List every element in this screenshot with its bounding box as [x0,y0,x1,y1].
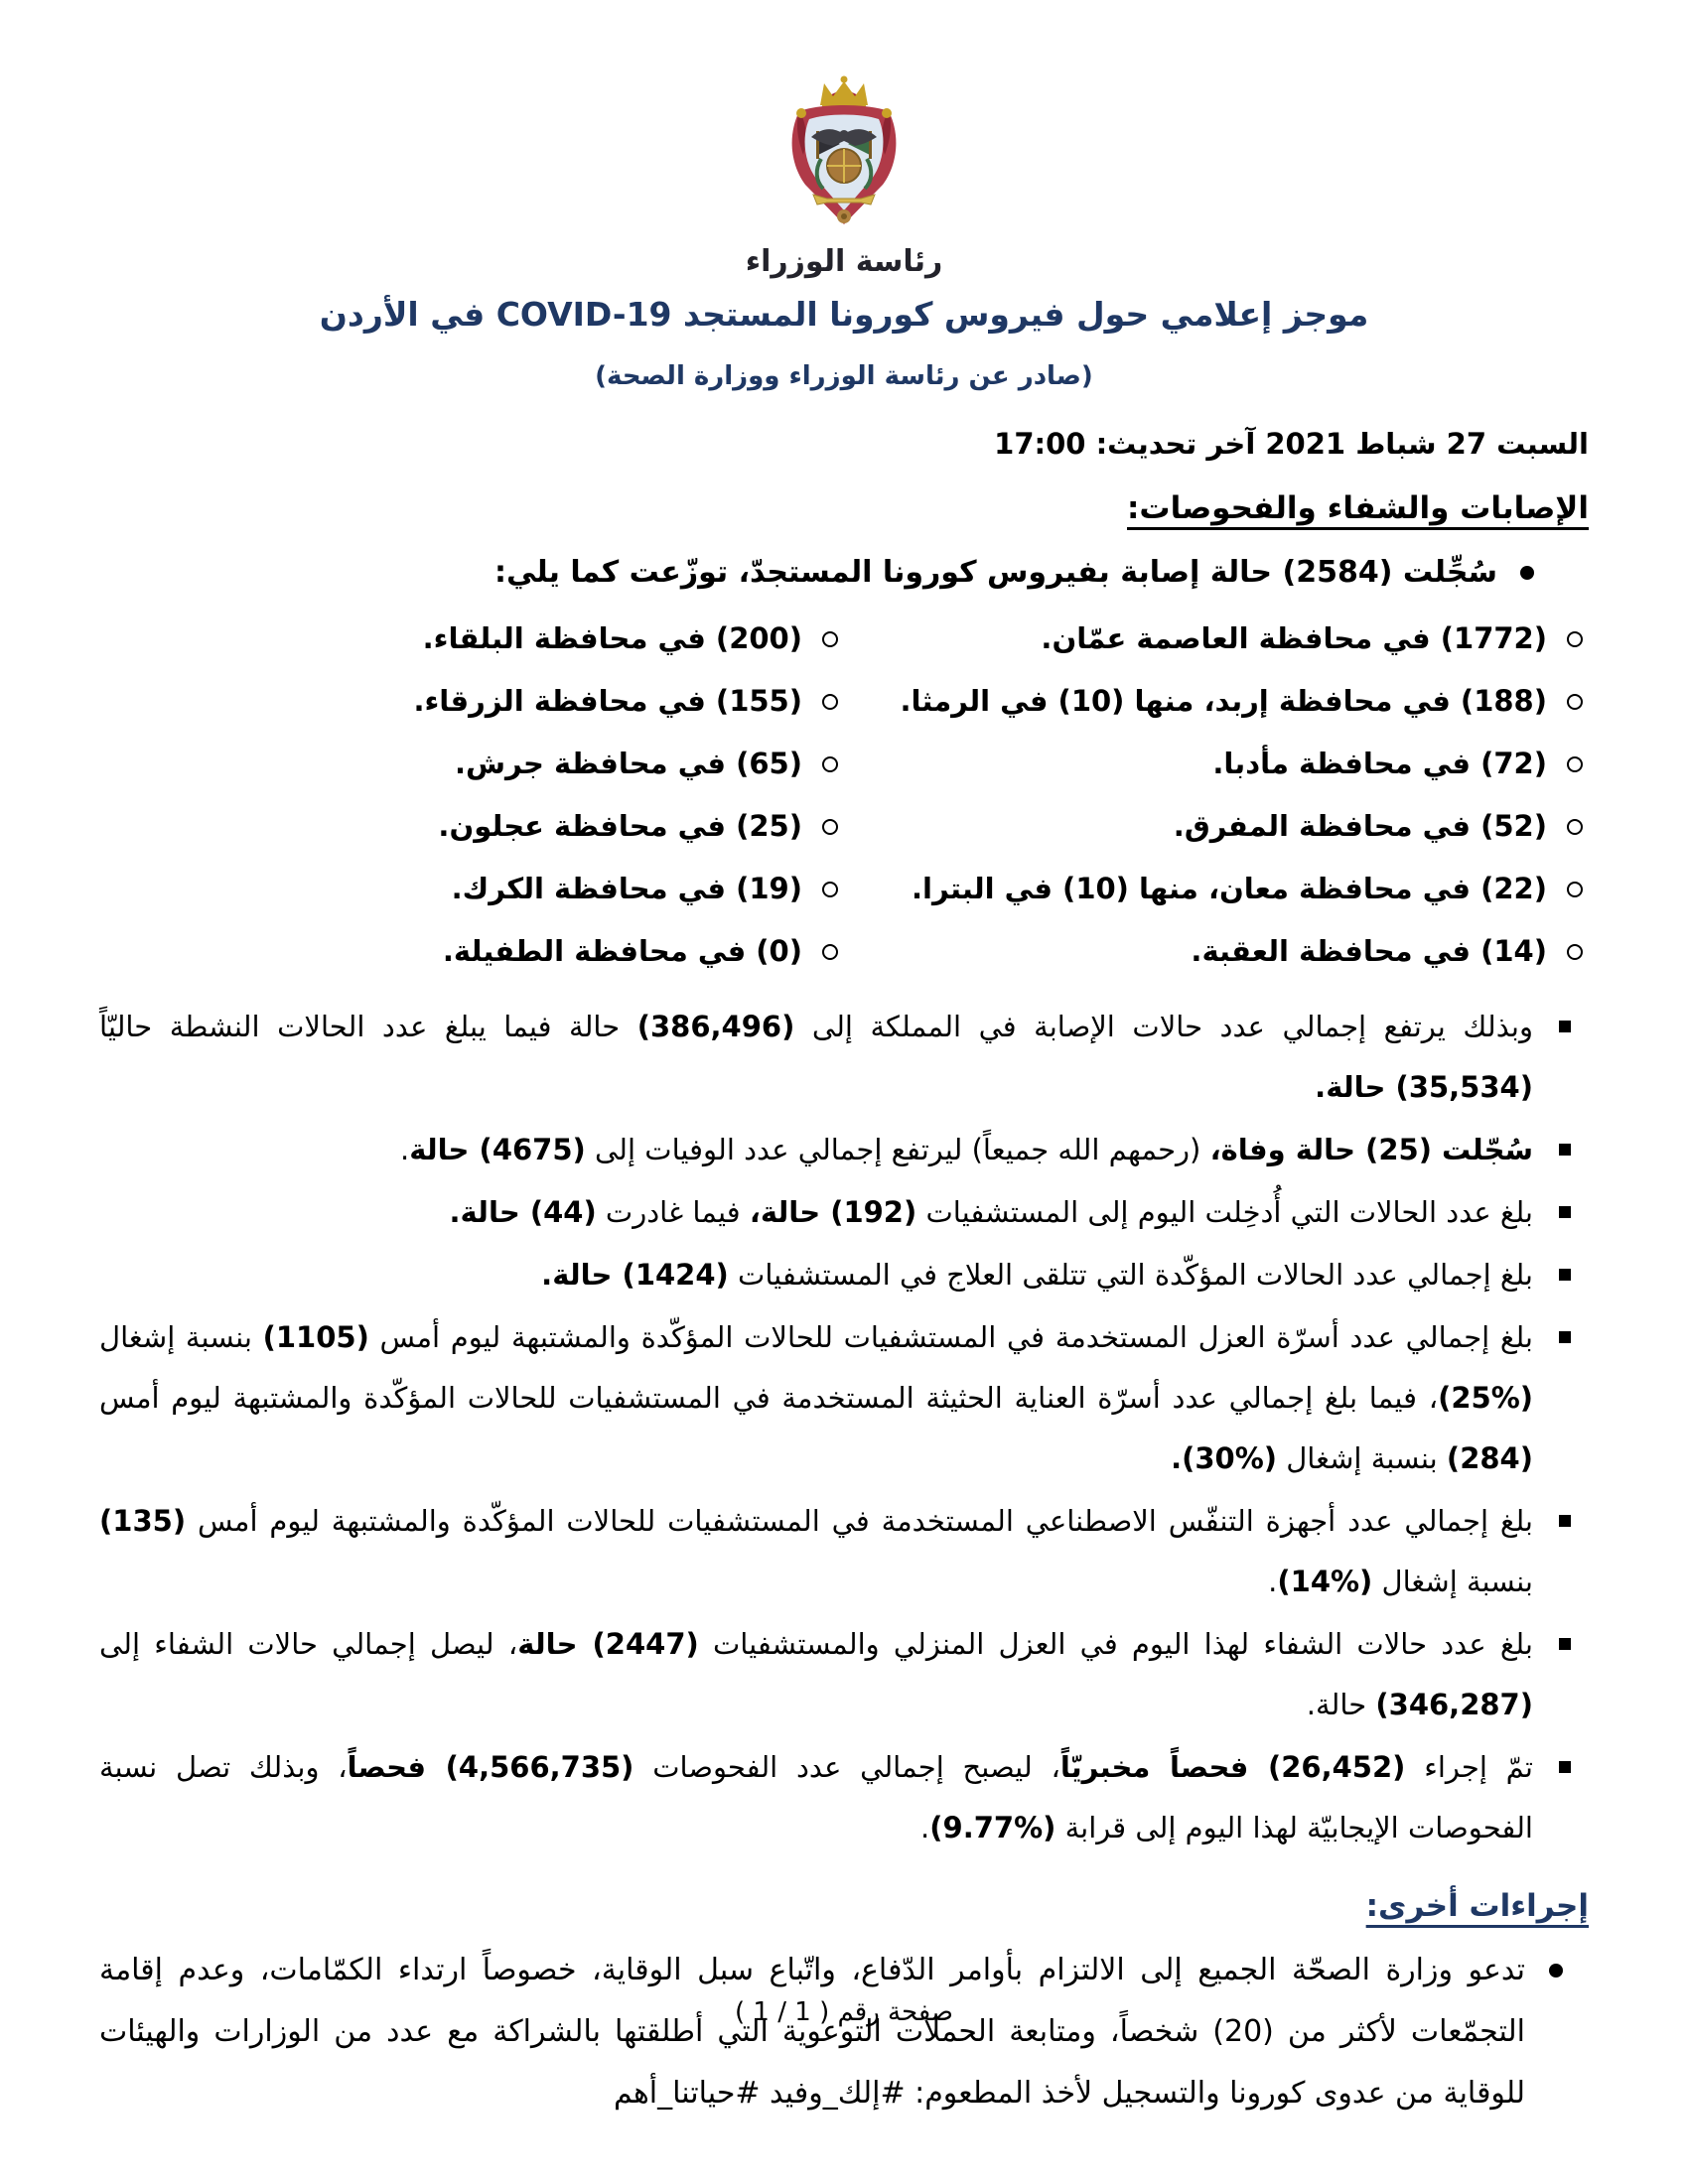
bullet-circle-icon [1567,819,1583,835]
stat-text: بلغ إجمالي عدد الحالات المؤكّدة التي تتل… [541,1258,1533,1292]
gov-item-text: (72) في محافظة مأدبا. [1212,747,1547,780]
bullet-circle-icon [822,694,838,710]
stat-bullet: بلغ إجمالي عدد أسرّة العزل المستخدمة في … [99,1307,1589,1489]
bullet-square-icon [1559,1638,1571,1650]
section-other-measures-heading: إجراءات أخرى: [1365,1888,1589,1924]
section-injuries-heading: الإصابات والشفاء والفحوصات: [1127,490,1589,526]
gov-list-item: (19) في محافظة الكرك. [99,858,844,920]
page-number: صفحة رقم ( 1 / 1 ) [735,1997,953,2027]
gov-list-item: (52) في محافظة المفرق. [844,795,1589,858]
gov-item-text: (19) في محافظة الكرك. [451,872,802,905]
bullet-circle-icon [1567,882,1583,897]
gov-item-text: (65) في محافظة جرش. [454,747,802,780]
governorate-list: (1772) في محافظة العاصمة عمّان. (200) في… [99,608,1589,983]
stat-text: سُجّلت (25) حالة وفاة، (رحمهم الله جميعا… [399,1133,1533,1166]
stat-bullet: بلغ عدد الحالات التي أُدخِلت اليوم إلى ا… [99,1182,1589,1243]
bullet-square-icon [1559,1331,1571,1343]
stat-bullet: سُجّلت (25) حالة وفاة، (رحمهم الله جميعا… [99,1120,1589,1180]
gov-item-text: (188) في محافظة إربد، منها (10) في الرمث… [900,684,1547,718]
stat-text: بلغ إجمالي عدد أسرّة العزل المستخدمة في … [99,1320,1533,1475]
gov-item-text: (22) في محافظة معان، منها (10) في البترا… [912,872,1547,905]
gov-item-text: (200) في محافظة البلقاء. [422,621,802,655]
coat-of-arms-icon [791,75,897,224]
stat-text: بلغ عدد حالات الشفاء لهذا اليوم في العزل… [99,1627,1533,1721]
bullet-square-icon [1559,1761,1571,1773]
bullet-square-icon [1559,1515,1571,1527]
gov-item-text: (1772) في محافظة العاصمة عمّان. [1041,621,1547,655]
gov-list-item: (155) في محافظة الزرقاء. [99,670,844,733]
gov-list-item: (0) في محافظة الطفيلة. [99,920,844,983]
measures-bullet-text: تدعو وزارة الصحّة الجميع إلى الالتزام بأ… [99,1953,1525,2111]
gov-list-item: (22) في محافظة معان، منها (10) في البترا… [844,858,1589,920]
gov-list-item: (188) في محافظة إربد، منها (10) في الرمث… [844,670,1589,733]
crest-caption: رئاسة الوزراء [745,244,943,279]
bullet-square-icon [1559,1206,1571,1218]
gov-list-item: (14) في محافظة العقبة. [844,920,1589,983]
bullet-dot-icon [1520,566,1534,580]
page-title: موجز إعلامي حول فيروس كورونا المستجد COV… [319,295,1369,334]
bullet-square-icon [1559,1021,1571,1032]
gov-item-text: (25) في محافظة عجلون. [438,809,802,843]
jordan-coat-of-arms: رئاسة الوزراء [746,71,942,279]
stat-text: تمّ إجراء (26,452) فحصاً مخبريّاً، ليصبح… [99,1750,1534,1844]
stat-bullet: بلغ إجمالي عدد أجهزة التنفّس الاصطناعي ا… [99,1491,1589,1612]
stat-text: بلغ إجمالي عدد أجهزة التنفّس الاصطناعي ا… [99,1504,1533,1598]
bullet-circle-icon [822,882,838,897]
gov-item-text: (52) في محافظة المفرق. [1173,809,1547,843]
stat-bullet: تمّ إجراء (26,452) فحصاً مخبريّاً، ليصبح… [99,1737,1589,1858]
bullet-circle-icon [822,944,838,960]
bullet-circle-icon [1567,694,1583,710]
bullet-circle-icon [822,819,838,835]
bullet-square-icon [1559,1269,1571,1281]
gov-list-item: (65) في محافظة جرش. [99,733,844,795]
stat-bullet: وبذلك يرتفع إجمالي عدد حالات الإصابة في … [99,997,1589,1118]
date-line: السبت 27 شباط 2021 آخر تحديث: 17:00 [994,427,1589,461]
gov-list-item: (1772) في محافظة العاصمة عمّان. [844,608,1589,670]
stat-text: وبذلك يرتفع إجمالي عدد حالات الإصابة في … [99,1010,1533,1104]
bullet-circle-icon [822,631,838,647]
gov-list-item: (72) في محافظة مأدبا. [844,733,1589,795]
gov-list-item: (200) في محافظة البلقاء. [99,608,844,670]
document-header: رئاسة الوزراء موجز إعلامي حول فيروس كورو… [0,0,1688,391]
gov-item-text: (14) في محافظة العقبة. [1191,934,1547,968]
bullet-dot-icon [1549,1964,1563,1978]
intro-bullet: سُجِّلت (2584) حالة إصابة بفيروس كورونا … [99,542,1589,604]
page-subtitle: (صادر عن رئاسة الوزراء ووزارة الصحة) [595,361,1093,391]
intro-bullet-text: سُجِّلت (2584) حالة إصابة بفيروس كورونا … [494,555,1497,590]
bullet-circle-icon [1567,631,1583,647]
stat-text: بلغ عدد الحالات التي أُدخِلت اليوم إلى ا… [449,1195,1533,1229]
page-footer: صفحة رقم ( 1 / 1 ) [0,1997,1688,2027]
gov-list-item: (25) في محافظة عجلون. [99,795,844,858]
stat-bullet: بلغ إجمالي عدد الحالات المؤكّدة التي تتل… [99,1245,1589,1305]
statistics-list: وبذلك يرتفع إجمالي عدد حالات الإصابة في … [99,997,1589,1858]
bullet-circle-icon [1567,944,1583,960]
bullet-square-icon [1559,1144,1571,1156]
stat-bullet: بلغ عدد حالات الشفاء لهذا اليوم في العزل… [99,1614,1589,1735]
gov-item-text: (0) في محافظة الطفيلة. [442,934,802,968]
gov-item-text: (155) في محافظة الزرقاء. [413,684,802,718]
bullet-circle-icon [1567,756,1583,772]
measures-bullet: تدعو وزارة الصحّة الجميع إلى الالتزام بأ… [99,1940,1589,2124]
bullet-circle-icon [822,756,838,772]
